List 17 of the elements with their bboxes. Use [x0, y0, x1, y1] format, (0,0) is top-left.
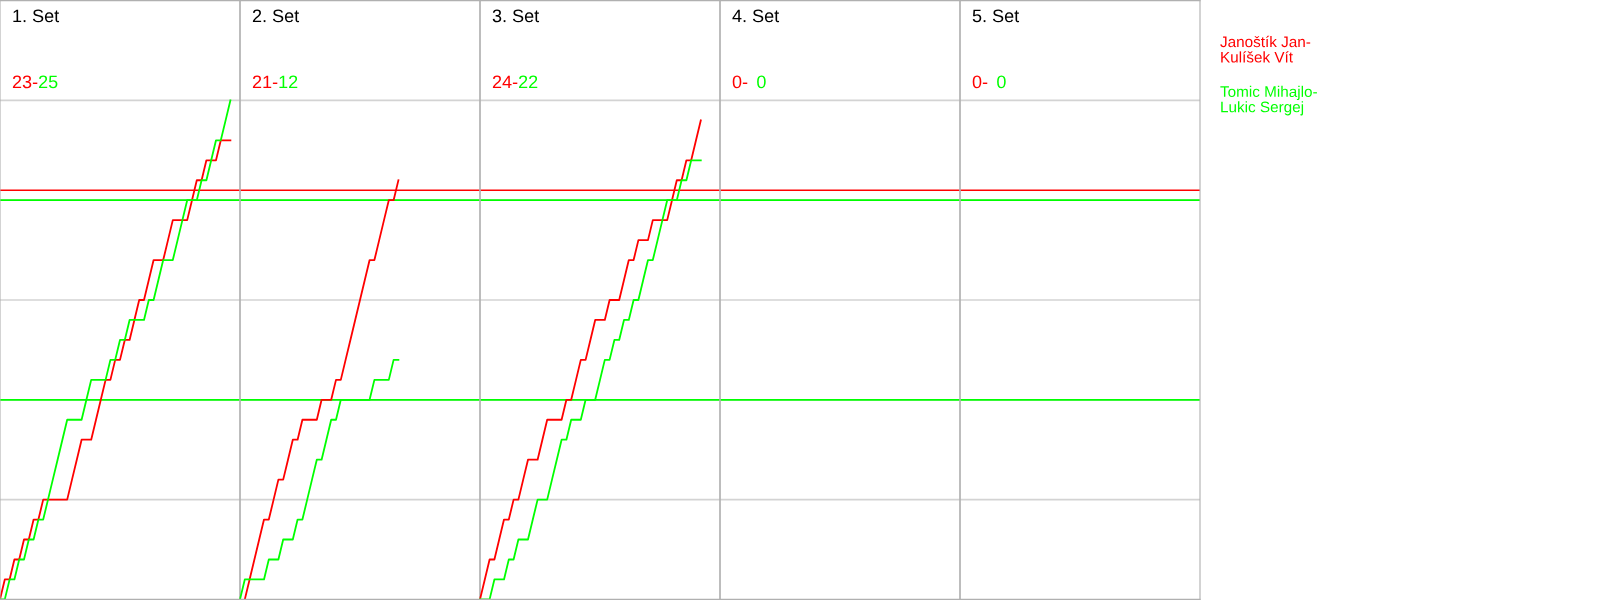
text: 3. Set	[492, 9, 540, 23]
text: 12	[279, 75, 298, 89]
text: 23-	[12, 75, 38, 89]
text: 21-	[252, 75, 278, 89]
text: Janoštík Jan- Kulíšek Vít	[1220, 35, 1311, 63]
text: Tomic Mihajlo- Lukic Sergej	[1220, 85, 1317, 116]
text: 0	[757, 75, 766, 89]
text: 1. Set	[13, 9, 60, 23]
text: 24-	[492, 75, 518, 89]
text: 5. Set	[972, 9, 1020, 23]
text: 22	[519, 75, 538, 89]
text: 4. Set	[732, 9, 780, 23]
text: 2. Set	[252, 9, 300, 23]
text: 0-	[732, 75, 748, 89]
text: 25	[39, 75, 58, 89]
text: 0	[997, 75, 1006, 89]
text: 0-	[972, 75, 988, 89]
